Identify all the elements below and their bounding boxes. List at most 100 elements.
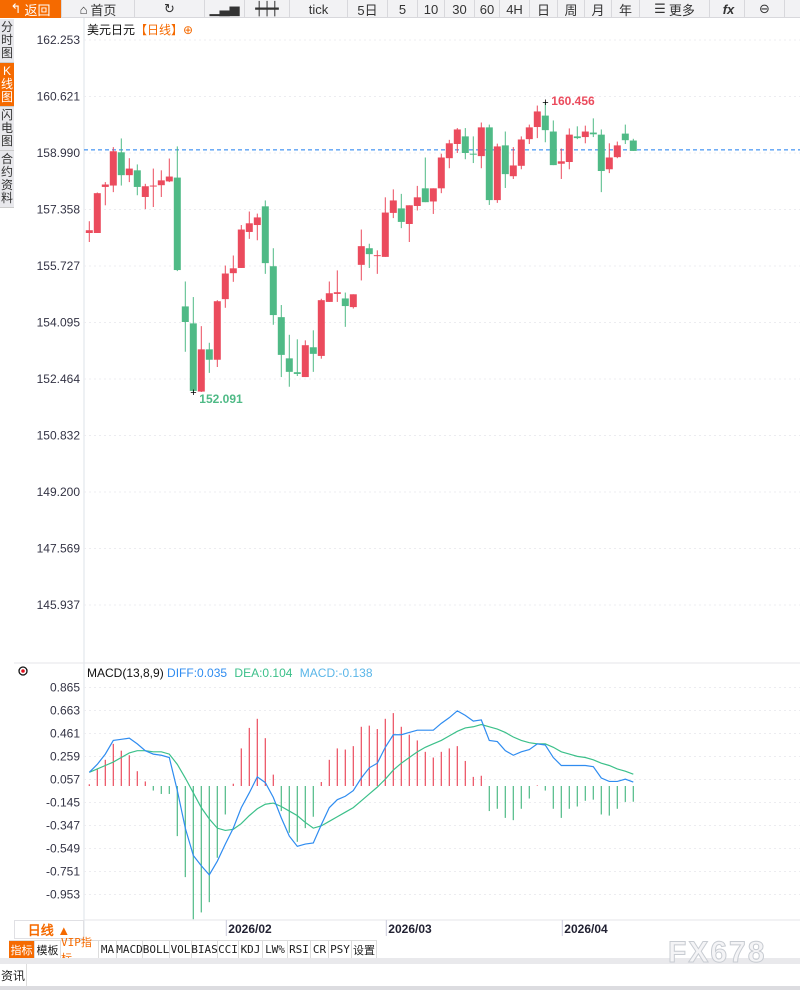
candle-body [373, 255, 381, 257]
candle-body [405, 205, 413, 224]
toolbar-button-3[interactable]: ▁▃▅ [205, 0, 245, 18]
candle-body [581, 131, 589, 138]
candle-body [269, 266, 277, 316]
toolbar-button-14[interactable]: 月 [585, 0, 612, 18]
high-price-label: 160.456 [551, 94, 595, 108]
toolbar-button-8[interactable]: 10 [418, 0, 445, 18]
low-price-label: 152.091 [199, 392, 243, 406]
candle-body [237, 229, 245, 268]
toolbar-label: 4H [506, 1, 523, 17]
sidebar-tab-2[interactable]: 闪电图 [0, 107, 14, 151]
toolbar-button-1[interactable]: ⌂ 首页 [62, 0, 135, 18]
sidebar-tab-3[interactable]: 合约资料 [0, 151, 14, 208]
candle-body [469, 153, 477, 155]
candle-body [309, 347, 317, 354]
candle-body [141, 186, 149, 197]
toolbar-label: 首页 [90, 2, 117, 18]
indicator-tab-10[interactable]: LW% [263, 941, 288, 958]
candle-body [549, 131, 557, 166]
indicator-tabs: 指标模板VIP指标MAMACDBOLLVOLBIASCCIKDJLW%RSICR… [9, 936, 377, 965]
toolbar-button-16[interactable]: ☰ 更多 [640, 0, 710, 18]
candle-body [261, 206, 269, 264]
toolbar-button-5[interactable]: tick [290, 0, 348, 18]
toolbar-label: tick [308, 1, 329, 17]
candle-body [437, 157, 445, 189]
period-select-button[interactable]: 日线 ▲ [14, 920, 84, 939]
macd-tick-label: -0.953 [46, 888, 80, 902]
indicator-tab-12[interactable]: CR [311, 941, 329, 958]
macd-name: MACD(13,8,9) [87, 666, 164, 680]
indicator-tab-8[interactable]: CCI [218, 941, 239, 958]
toolbar-button-11[interactable]: 4H [500, 0, 530, 18]
toolbar-button-2[interactable]: ↻ [135, 0, 205, 18]
candle-body [189, 323, 197, 391]
chart-title: 美元日元【日线】⊕ [87, 21, 193, 38]
candle-body [381, 212, 389, 257]
plot-background [14, 18, 800, 920]
candle-body [213, 301, 221, 360]
indicator-tab-13[interactable]: PSY [329, 941, 352, 958]
toolbar-button-12[interactable]: 日 [530, 0, 558, 18]
toolbar-label: 周 [564, 2, 578, 18]
sidebar: 分时图 K线图 闪电图 合约资料 [0, 19, 14, 235]
candle-body [357, 246, 365, 265]
toolbar-button-9[interactable]: 30 [445, 0, 475, 18]
sidebar-tab-1[interactable]: K线图 [0, 63, 14, 107]
candle-body [221, 273, 229, 300]
candle-body [613, 145, 621, 158]
toolbar-button-15[interactable]: 年 [612, 0, 640, 18]
date-label: 2026/03 [388, 922, 432, 936]
candle-body [149, 185, 157, 187]
indicator-tab-1[interactable]: 模板 [35, 941, 61, 958]
indicator-tab-4[interactable]: MACD [116, 941, 143, 958]
toolbar-button-13[interactable]: 周 [558, 0, 585, 18]
toolbar-button-0[interactable]: ↰ 返回 [0, 0, 62, 18]
toolbar-button-18[interactable]: ⊖ [745, 0, 785, 18]
indicator-tab-11[interactable]: RSI [288, 941, 311, 958]
indicator-settings-icon[interactable] [18, 666, 28, 676]
candle-body [413, 197, 421, 206]
candle-body [485, 127, 493, 201]
candle-body [181, 306, 189, 322]
indicator-tab-3[interactable]: MA [99, 941, 117, 958]
indicator-tab-6[interactable]: VOL [170, 941, 192, 958]
macd-tick-label: 0.663 [50, 703, 80, 717]
toolbar-button-17[interactable]: fx [710, 0, 745, 18]
watermark-logo: FX678 [667, 936, 767, 970]
indicator-tab-9[interactable]: KDJ [239, 941, 263, 958]
price-tick-label: 162.253 [37, 33, 81, 47]
toolbar-button-10[interactable]: 60 [475, 0, 500, 18]
price-tick-label: 149.200 [37, 485, 81, 499]
candle-body [85, 230, 93, 233]
macd-macd-value: MACD:-0.138 [299, 666, 373, 680]
candle-body [205, 349, 213, 360]
toolbar-button-7[interactable]: 5 [388, 0, 418, 18]
candle-body [253, 217, 261, 226]
sidebar-tab-0[interactable]: 分时图 [0, 19, 14, 63]
candle-body [173, 177, 181, 271]
candle-body [397, 208, 405, 222]
tab-news[interactable]: 资讯 [0, 964, 27, 986]
candle-body [493, 146, 501, 201]
candle-body [573, 136, 581, 139]
macd-tick-label: 0.461 [50, 726, 80, 740]
indicator-tab-2[interactable]: VIP指标 [61, 936, 99, 965]
candle-body [605, 157, 613, 170]
indicator-tab-0[interactable]: 指标 [9, 941, 35, 958]
candle-body [557, 161, 565, 164]
macd-dea-value: DEA:0.104 [234, 666, 293, 680]
candle-body [365, 248, 373, 255]
indicator-tab-5[interactable]: BOLL [142, 941, 170, 958]
date-label: 2026/02 [228, 922, 272, 936]
symbol-name: 美元日元 [87, 23, 136, 37]
candle-body [277, 317, 285, 355]
toolbar-label: 日 [536, 2, 550, 18]
chart-area[interactable]: 162.253 160.621 158.990 157.358 155.727 154.0… [0, 0, 800, 940]
candle-body [301, 345, 309, 378]
indicator-tab-7[interactable]: BIAS [191, 941, 218, 958]
toolbar-button-6[interactable]: 5日 [348, 0, 388, 18]
add-indicator-icon[interactable]: ⊕ [183, 23, 194, 37]
toolbar-button-4[interactable]: ┿┿┿ [245, 0, 290, 18]
indicator-tab-14[interactable]: 设置 [352, 941, 377, 958]
price-tick-label: 150.832 [37, 429, 81, 443]
